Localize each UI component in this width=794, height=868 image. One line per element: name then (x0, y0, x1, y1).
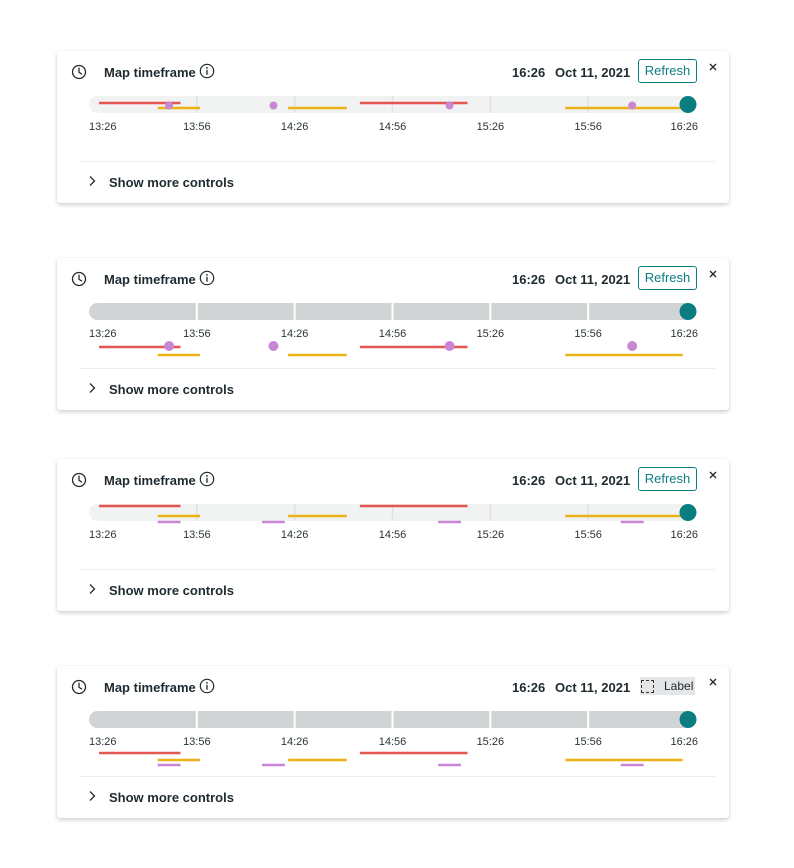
label-chip[interactable]: Label (640, 677, 695, 695)
timeline-slider[interactable]: 13:26 13:56 14:26 14:56 15:26 15:56 16:26 (89, 496, 699, 616)
timeline-slider[interactable]: 13:26 13:56 14:26 14:56 15:26 15:56 16:26 (89, 703, 699, 823)
tick-label: 14:56 (379, 529, 407, 541)
tick-label: 13:26 (89, 736, 117, 748)
timeline-slider[interactable]: 13:26 13:56 14:26 14:56 15:26 15:56 16:26 (89, 295, 699, 415)
dashed-checkbox-icon[interactable] (641, 680, 654, 693)
card-title: Map timeframe (104, 272, 196, 287)
tick-label: 13:56 (183, 328, 211, 340)
timeline-handle[interactable] (679, 711, 697, 728)
tick-label: 15:56 (574, 736, 602, 748)
close-icon[interactable] (709, 270, 717, 278)
tick-label: 14:26 (281, 736, 309, 748)
tick-label: 13:26 (89, 328, 117, 340)
clock-icon (71, 472, 87, 488)
tick-label: 15:56 (574, 121, 602, 133)
tick-label: 13:26 (89, 529, 117, 541)
purple-event-dot (269, 101, 278, 110)
timeline-track (89, 504, 694, 521)
info-icon[interactable] (199, 678, 215, 694)
tick-label: 14:56 (379, 736, 407, 748)
tick-label: 16:26 (670, 121, 698, 133)
tick-label: 14:56 (379, 121, 407, 133)
timeline-handle[interactable] (679, 96, 697, 113)
close-icon[interactable] (709, 63, 717, 71)
info-icon[interactable] (199, 270, 215, 286)
divider (80, 161, 715, 162)
close-icon[interactable] (709, 678, 717, 686)
purple-event-dot (628, 101, 637, 110)
refresh-button[interactable]: Refresh (638, 59, 697, 83)
divider (80, 569, 715, 570)
map-timeframe-card-1: Map timeframe 16:26 Oct 11, 2021 Refresh… (57, 51, 729, 203)
card-title: Map timeframe (104, 65, 196, 80)
info-icon[interactable] (199, 471, 215, 487)
chevron-right-icon[interactable] (88, 790, 96, 802)
refresh-button[interactable]: Refresh (638, 266, 697, 290)
label-chip-text: Label (664, 679, 694, 693)
current-time: 16:26 (512, 473, 546, 488)
chevron-right-icon[interactable] (88, 382, 96, 394)
chevron-right-icon[interactable] (88, 583, 96, 595)
show-more-controls-link[interactable]: Show more controls (109, 382, 234, 397)
current-time: 16:26 (512, 65, 546, 80)
tick-label: 14:26 (281, 328, 309, 340)
map-timeframe-card-4: Map timeframe 16:26 Oct 11, 2021 Label 1… (57, 666, 729, 818)
tick-label: 13:56 (183, 121, 211, 133)
tick-label: 15:56 (574, 328, 602, 340)
timeline-handle[interactable] (679, 303, 697, 320)
tick-label: 15:26 (477, 121, 505, 133)
tick-label: 15:26 (477, 328, 505, 340)
purple-event-dot (165, 101, 174, 110)
info-icon[interactable] (199, 63, 215, 79)
chevron-right-icon[interactable] (88, 175, 96, 187)
show-more-controls-link[interactable]: Show more controls (109, 175, 234, 190)
card-title: Map timeframe (104, 680, 196, 695)
purple-event-dot (445, 101, 454, 110)
show-more-controls-link[interactable]: Show more controls (109, 583, 234, 598)
tick-label: 14:56 (379, 328, 407, 340)
current-time: 16:26 (512, 680, 546, 695)
tick-label: 15:26 (477, 529, 505, 541)
clock-icon (71, 64, 87, 80)
purple-event-dot (268, 341, 279, 351)
card-title: Map timeframe (104, 473, 196, 488)
current-date: Oct 11, 2021 (555, 65, 631, 80)
tick-label: 15:26 (477, 736, 505, 748)
tick-label: 15:56 (574, 529, 602, 541)
show-more-controls-link[interactable]: Show more controls (109, 790, 234, 805)
tick-label: 16:26 (670, 328, 698, 340)
timeline-track (89, 96, 694, 113)
purple-event-dot (627, 341, 638, 351)
close-icon[interactable] (709, 471, 717, 479)
tick-label: 13:56 (183, 529, 211, 541)
tick-label: 14:26 (281, 121, 309, 133)
current-date: Oct 11, 2021 (555, 473, 631, 488)
map-timeframe-card-3: Map timeframe 16:26 Oct 11, 2021 Refresh… (57, 459, 729, 611)
timeline-handle[interactable] (679, 504, 697, 521)
timeline-slider[interactable]: 13:26 13:56 14:26 14:56 15:26 15:56 16:26 (89, 88, 699, 208)
tick-label: 13:56 (183, 736, 211, 748)
purple-event-dot (164, 341, 175, 351)
tick-label: 14:26 (281, 529, 309, 541)
purple-event-dot (444, 341, 455, 351)
divider (80, 776, 715, 777)
divider (80, 368, 715, 369)
tick-label: 16:26 (670, 736, 698, 748)
map-timeframe-card-2: Map timeframe 16:26 Oct 11, 2021 Refresh… (57, 258, 729, 410)
tick-label: 16:26 (670, 529, 698, 541)
current-date: Oct 11, 2021 (555, 272, 631, 287)
clock-icon (71, 679, 87, 695)
current-time: 16:26 (512, 272, 546, 287)
refresh-button[interactable]: Refresh (638, 467, 697, 491)
current-date: Oct 11, 2021 (555, 680, 631, 695)
clock-icon (71, 271, 87, 287)
tick-label: 13:26 (89, 121, 117, 133)
